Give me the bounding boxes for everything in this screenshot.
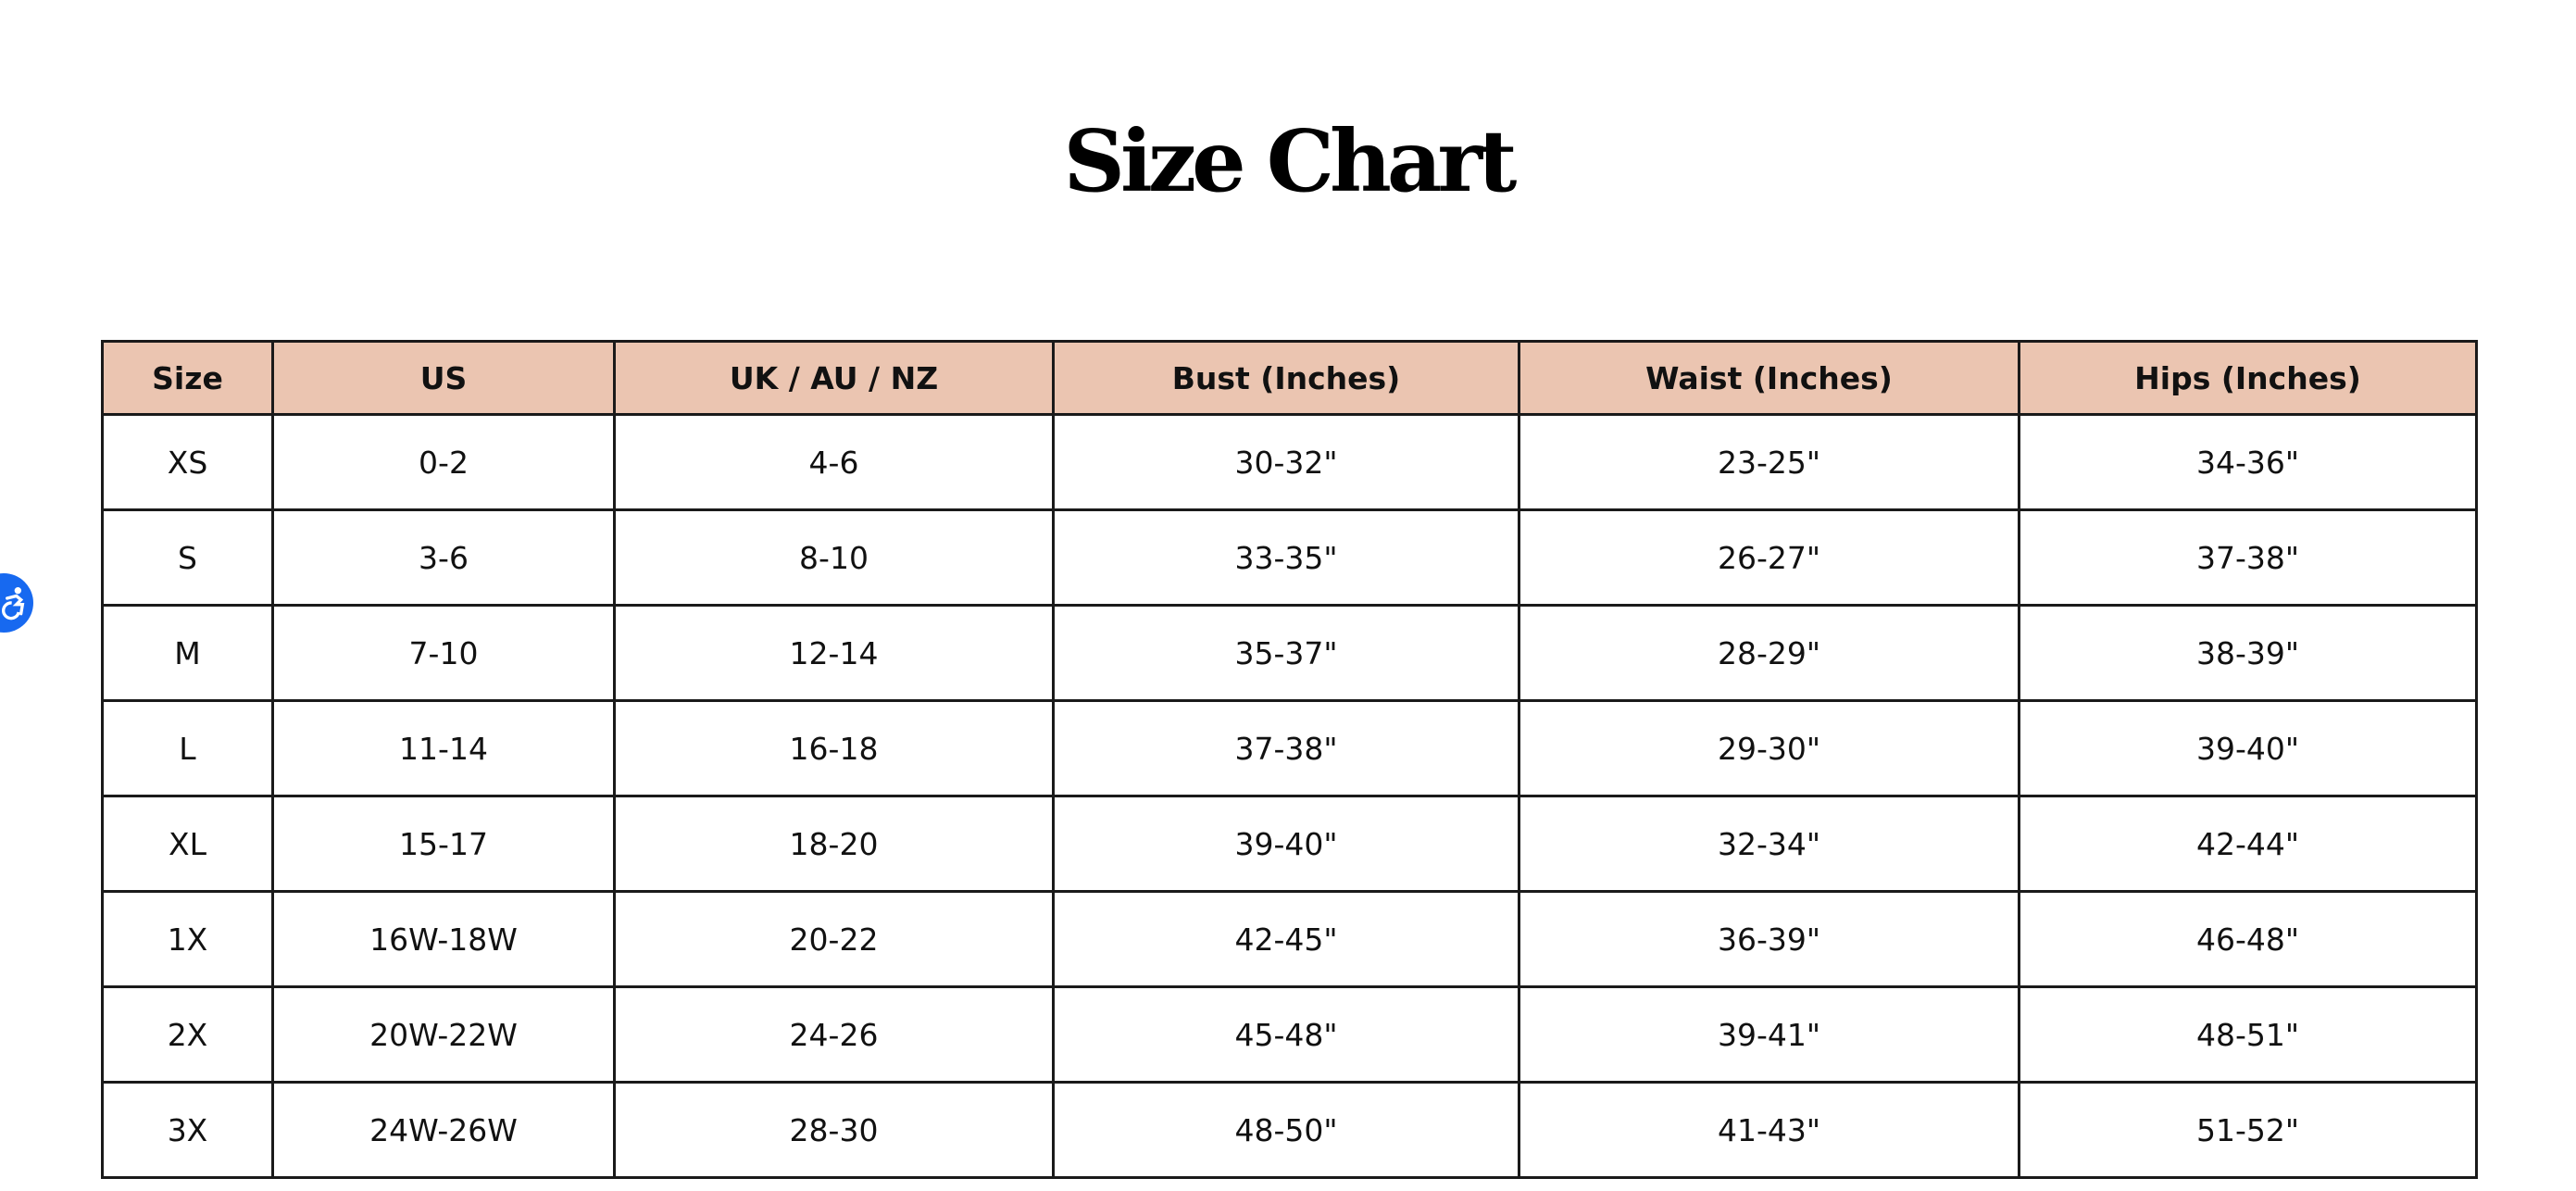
table-cell: 42-45" <box>1052 890 1520 988</box>
table-cell: 24-26 <box>613 985 1055 1084</box>
table-row: 1X 16W-18W 20-22 42-45" 36-39" 46-48" <box>101 890 2478 988</box>
table-cell: 39-40" <box>2018 699 2478 797</box>
table-cell: 2X <box>101 985 274 1084</box>
table-cell: 39-40" <box>1052 795 1520 893</box>
table-cell: 20-22 <box>613 890 1055 988</box>
table-row: 3X 24W-26W 28-30 48-50" 41-43" 51-52" <box>101 1081 2478 1179</box>
table-cell: 35-37" <box>1052 604 1520 702</box>
table-cell: M <box>101 604 274 702</box>
table-cell: 8-10 <box>613 508 1055 607</box>
table-row: XL 15-17 18-20 39-40" 32-34" 42-44" <box>101 795 2478 893</box>
table-cell: 28-30 <box>613 1081 1055 1179</box>
column-header: US <box>271 340 616 416</box>
table-cell: 51-52" <box>2018 1081 2478 1179</box>
table-cell: 39-41" <box>1518 985 2020 1084</box>
table-cell: 36-39" <box>1518 890 2020 988</box>
table-cell: 48-51" <box>2018 985 2478 1084</box>
table-cell: 16W-18W <box>271 890 616 988</box>
table-cell: 28-29" <box>1518 604 2020 702</box>
table-row: 2X 20W-22W 24-26 45-48" 39-41" 48-51" <box>101 985 2478 1084</box>
table-cell: 34-36" <box>2018 413 2478 511</box>
table-cell: 37-38" <box>1052 699 1520 797</box>
table-cell: 4-6 <box>613 413 1055 511</box>
table-cell: 48-50" <box>1052 1081 1520 1179</box>
table-cell: 16-18 <box>613 699 1055 797</box>
page-title: Size Chart <box>1063 111 1518 211</box>
table-row: XS 0-2 4-6 30-32" 23-25" 34-36" <box>101 413 2478 511</box>
table-cell: 24W-26W <box>271 1081 616 1179</box>
table-cell: 11-14 <box>271 699 616 797</box>
table-row: S 3-6 8-10 33-35" 26-27" 37-38" <box>101 508 2478 607</box>
accessibility-icon <box>2 587 25 621</box>
column-header: Hips (Inches) <box>2018 340 2478 416</box>
table-cell: 45-48" <box>1052 985 1520 1084</box>
table-cell: 32-34" <box>1518 795 2020 893</box>
size-chart-table: Size US UK / AU / NZ Bust (Inches) Waist (In… <box>101 340 2478 1179</box>
table-cell: L <box>101 699 274 797</box>
table-cell: 1X <box>101 890 274 988</box>
table-cell: 12-14 <box>613 604 1055 702</box>
table-cell: 42-44" <box>2018 795 2478 893</box>
table-cell: 23-25" <box>1518 413 2020 511</box>
table-cell: 29-30" <box>1518 699 2020 797</box>
table-cell: 30-32" <box>1052 413 1520 511</box>
table-cell: 33-35" <box>1052 508 1520 607</box>
table-cell: 3X <box>101 1081 274 1179</box>
table-cell: 41-43" <box>1518 1081 2020 1179</box>
table-row: M 7-10 12-14 35-37" 28-29" 38-39" <box>101 604 2478 702</box>
table-cell: 26-27" <box>1518 508 2020 607</box>
table-cell: XL <box>101 795 274 893</box>
table-cell: XS <box>101 413 274 511</box>
column-header: Bust (Inches) <box>1052 340 1520 416</box>
column-header: Waist (Inches) <box>1518 340 2020 416</box>
column-header: Size <box>101 340 274 416</box>
table-header-row: Size US UK / AU / NZ Bust (Inches) Waist (In… <box>101 340 2478 416</box>
table-cell: 37-38" <box>2018 508 2478 607</box>
table-cell: 46-48" <box>2018 890 2478 988</box>
table-cell: 38-39" <box>2018 604 2478 702</box>
table-cell: 0-2 <box>271 413 616 511</box>
table-cell: 18-20 <box>613 795 1055 893</box>
table-cell: 3-6 <box>271 508 616 607</box>
table-cell: 7-10 <box>271 604 616 702</box>
table-cell: 20W-22W <box>271 985 616 1084</box>
accessibility-button[interactable] <box>0 573 33 633</box>
table-cell: S <box>101 508 274 607</box>
table-row: L 11-14 16-18 37-38" 29-30" 39-40" <box>101 699 2478 797</box>
table-cell: 15-17 <box>271 795 616 893</box>
column-header: UK / AU / NZ <box>613 340 1055 416</box>
